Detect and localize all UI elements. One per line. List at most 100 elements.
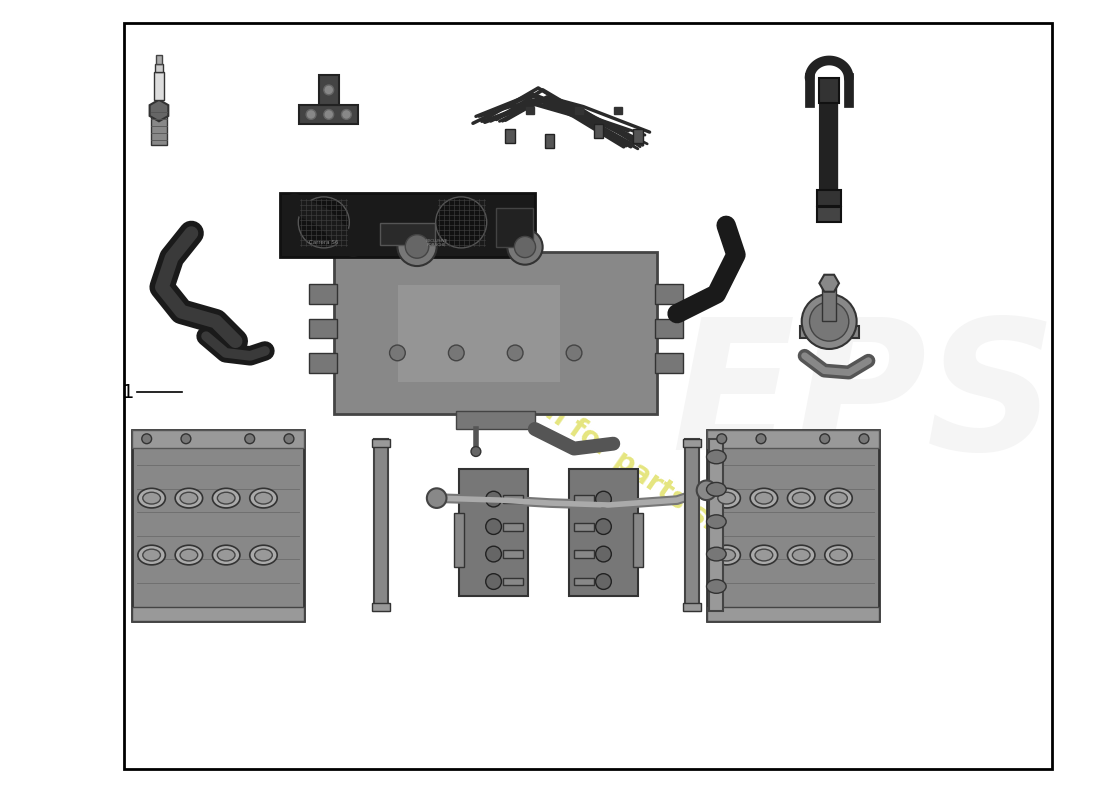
Circle shape bbox=[427, 488, 447, 508]
Circle shape bbox=[486, 518, 502, 534]
Bar bbox=[685, 439, 698, 611]
Circle shape bbox=[323, 110, 333, 119]
Circle shape bbox=[486, 574, 502, 590]
Circle shape bbox=[810, 302, 849, 341]
Circle shape bbox=[323, 85, 333, 95]
Bar bbox=[820, 78, 839, 102]
Bar bbox=[309, 318, 337, 338]
Bar bbox=[683, 439, 701, 447]
Bar bbox=[575, 106, 583, 114]
Ellipse shape bbox=[829, 492, 847, 504]
Text: Passion for parts since 1985: Passion for parts since 1985 bbox=[458, 340, 837, 618]
Bar bbox=[574, 550, 594, 558]
Ellipse shape bbox=[825, 488, 852, 508]
Polygon shape bbox=[150, 100, 168, 122]
Circle shape bbox=[595, 518, 612, 534]
Bar bbox=[710, 439, 723, 611]
Bar bbox=[319, 75, 339, 105]
Circle shape bbox=[820, 434, 829, 444]
Circle shape bbox=[507, 345, 522, 361]
Ellipse shape bbox=[706, 547, 726, 561]
Ellipse shape bbox=[250, 488, 277, 508]
Bar bbox=[309, 353, 337, 373]
Bar bbox=[632, 513, 642, 567]
Ellipse shape bbox=[718, 492, 736, 504]
Bar bbox=[544, 134, 554, 148]
Circle shape bbox=[802, 294, 857, 349]
Bar bbox=[504, 550, 522, 558]
Bar bbox=[594, 124, 604, 138]
Circle shape bbox=[298, 197, 350, 248]
Bar bbox=[372, 439, 389, 447]
Ellipse shape bbox=[143, 492, 161, 504]
Bar bbox=[817, 190, 842, 206]
Ellipse shape bbox=[718, 549, 736, 561]
Text: Carrera S6: Carrera S6 bbox=[309, 241, 339, 246]
Circle shape bbox=[389, 345, 405, 361]
Ellipse shape bbox=[755, 549, 773, 561]
Circle shape bbox=[507, 230, 542, 265]
Bar bbox=[132, 430, 304, 622]
Bar bbox=[156, 54, 162, 65]
Ellipse shape bbox=[175, 546, 202, 565]
Bar bbox=[683, 603, 701, 611]
Bar bbox=[299, 105, 359, 124]
Bar bbox=[132, 606, 304, 622]
Bar bbox=[574, 522, 594, 530]
Ellipse shape bbox=[212, 546, 240, 565]
Ellipse shape bbox=[792, 549, 810, 561]
Bar bbox=[374, 439, 387, 611]
Ellipse shape bbox=[138, 546, 165, 565]
Ellipse shape bbox=[755, 492, 773, 504]
Circle shape bbox=[341, 110, 351, 119]
Bar bbox=[505, 129, 515, 143]
Bar bbox=[309, 284, 337, 304]
Ellipse shape bbox=[713, 488, 740, 508]
Ellipse shape bbox=[254, 549, 273, 561]
Ellipse shape bbox=[750, 488, 778, 508]
Bar bbox=[800, 326, 859, 338]
Ellipse shape bbox=[175, 488, 202, 508]
Ellipse shape bbox=[829, 549, 847, 561]
Text: 1: 1 bbox=[121, 382, 134, 402]
Circle shape bbox=[284, 434, 294, 444]
Bar bbox=[124, 23, 1053, 769]
Ellipse shape bbox=[254, 492, 273, 504]
Bar bbox=[154, 72, 164, 100]
Circle shape bbox=[566, 345, 582, 361]
Circle shape bbox=[486, 491, 502, 507]
Ellipse shape bbox=[212, 488, 240, 508]
Circle shape bbox=[471, 446, 481, 457]
Circle shape bbox=[717, 434, 727, 444]
Circle shape bbox=[486, 546, 502, 562]
Bar bbox=[398, 285, 560, 382]
Circle shape bbox=[405, 234, 429, 258]
Circle shape bbox=[436, 197, 486, 248]
Bar bbox=[817, 206, 842, 222]
Circle shape bbox=[595, 574, 612, 590]
Bar bbox=[456, 411, 535, 429]
Ellipse shape bbox=[788, 546, 815, 565]
Ellipse shape bbox=[706, 515, 726, 529]
Ellipse shape bbox=[180, 549, 198, 561]
Ellipse shape bbox=[706, 482, 726, 496]
Circle shape bbox=[182, 434, 191, 444]
Bar bbox=[504, 578, 522, 586]
Circle shape bbox=[306, 110, 316, 119]
Bar bbox=[656, 353, 683, 373]
Ellipse shape bbox=[250, 546, 277, 565]
Ellipse shape bbox=[706, 579, 726, 594]
Bar bbox=[656, 318, 683, 338]
Bar bbox=[454, 513, 464, 567]
Ellipse shape bbox=[180, 492, 198, 504]
Bar bbox=[504, 495, 522, 503]
Bar bbox=[132, 430, 304, 447]
Bar bbox=[279, 194, 535, 258]
Circle shape bbox=[245, 434, 254, 444]
Circle shape bbox=[696, 481, 716, 500]
Bar bbox=[495, 208, 532, 247]
Circle shape bbox=[595, 546, 612, 562]
Circle shape bbox=[142, 434, 152, 444]
Bar bbox=[574, 495, 594, 503]
Ellipse shape bbox=[825, 546, 852, 565]
